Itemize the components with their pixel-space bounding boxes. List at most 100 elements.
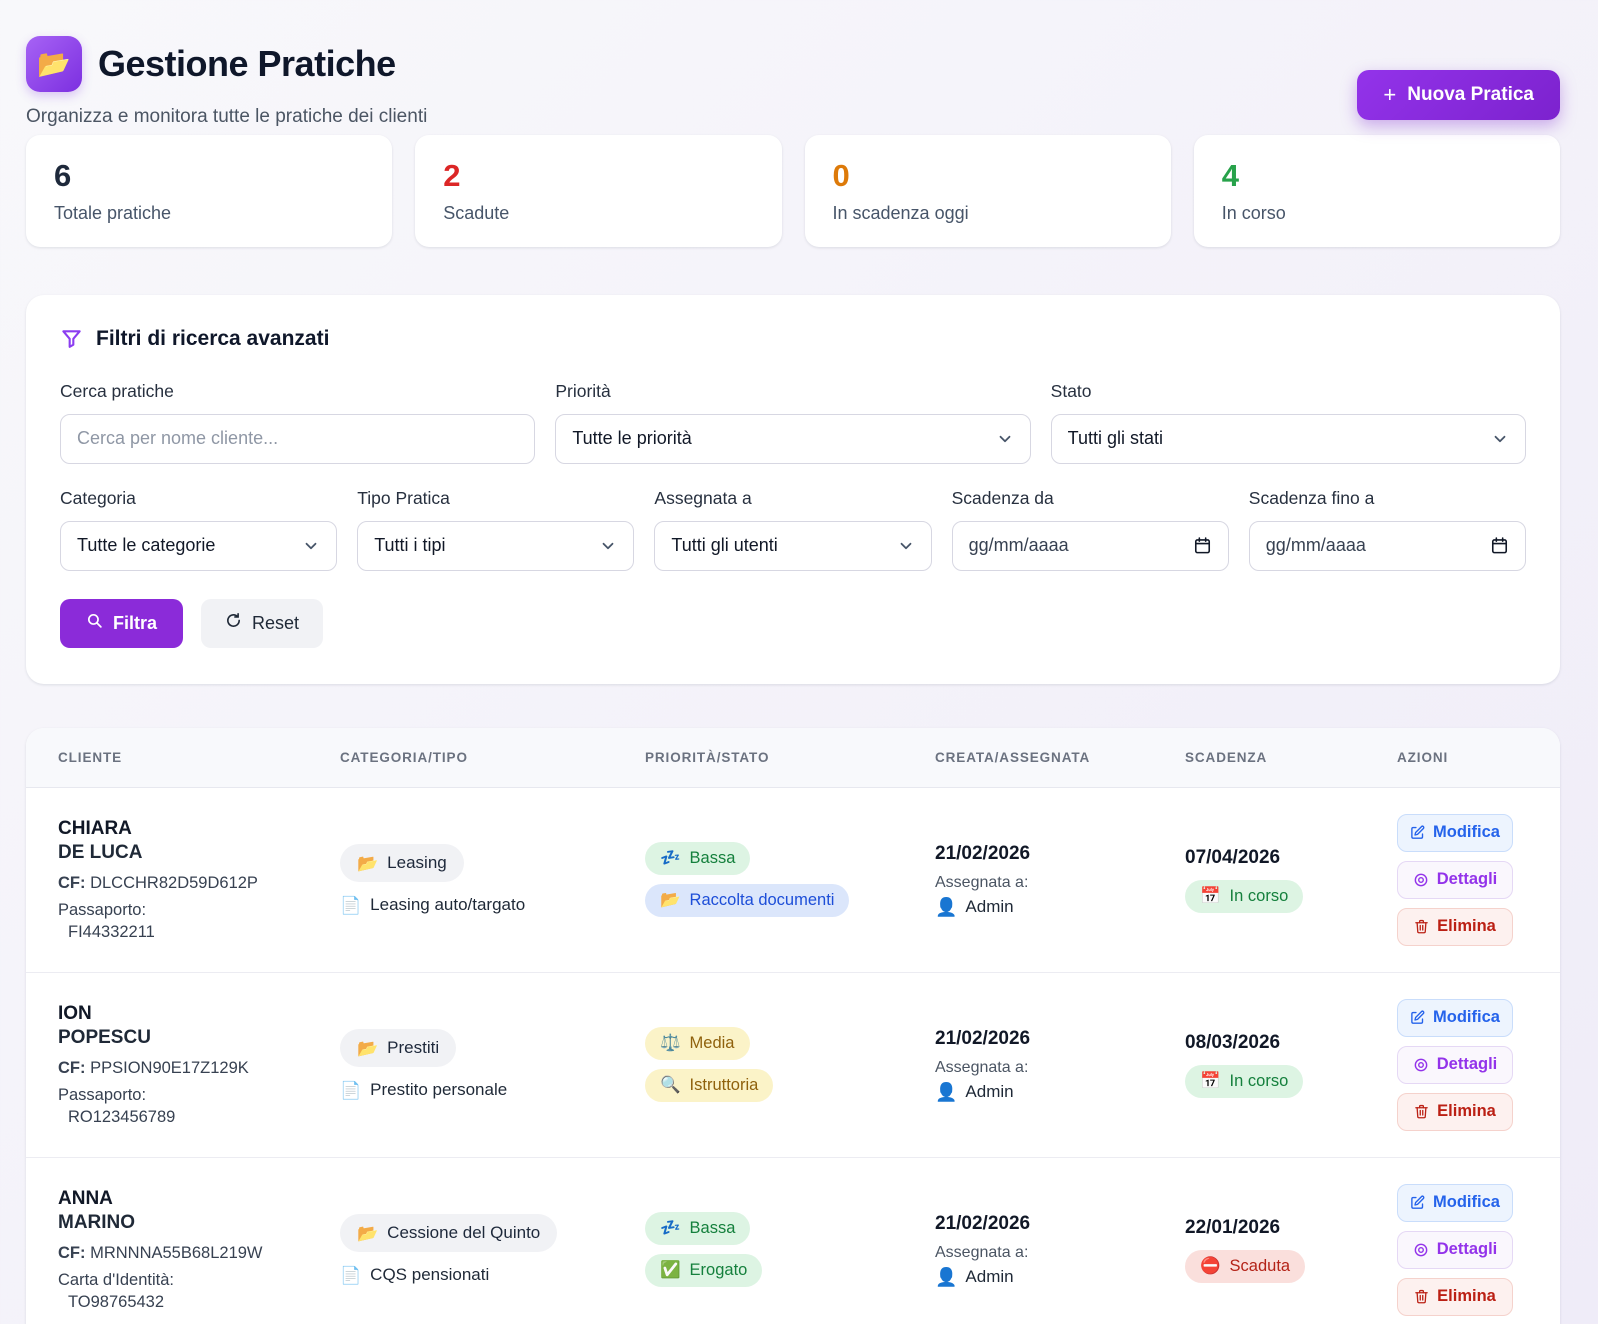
category-label: Cessione del Quinto [387, 1223, 541, 1243]
funnel-icon [60, 327, 83, 350]
no-entry-icon: ⛔ [1200, 1256, 1221, 1275]
cf-value: DLCCHR82D59D612P [90, 873, 258, 892]
col-categoria-tipo: CATEGORIA/TIPO [340, 749, 468, 765]
details-button[interactable]: Dettagli [1397, 860, 1513, 899]
stat-due-today-label: In scadenza oggi [832, 202, 969, 223]
assignee-label: Assegnata a [654, 487, 752, 508]
edit-button[interactable]: Modifica [1397, 998, 1513, 1037]
filters-title: Filtri di ricerca avanzati [96, 326, 330, 350]
due-status-label: In corso [1229, 886, 1289, 905]
assignee-name: Admin [965, 1266, 1014, 1286]
filter-button-label: Filtra [113, 612, 158, 633]
status-select-value: Tutti gli stati [1067, 428, 1164, 449]
due-date: 07/04/2026 [1185, 846, 1281, 868]
date-from-input[interactable]: gg/mm/aaaa [951, 520, 1229, 571]
status-label: Stato [1050, 380, 1092, 401]
delete-label: Elimina [1437, 1287, 1496, 1306]
client-last-name: POPESCU [58, 1026, 151, 1048]
edit-button[interactable]: Modifica [1397, 1183, 1513, 1222]
status-badge: 🔍 Istruttoria [645, 1069, 774, 1103]
cf-label: CF: [58, 1058, 86, 1077]
edit-icon [1410, 825, 1425, 840]
magnifier-icon: 🔍 [660, 1076, 681, 1095]
pratiche-table: CLIENTE CATEGORIA/TIPO PRIORITÀ/STATO CR… [26, 727, 1560, 1324]
details-label: Dettagli [1436, 1055, 1498, 1074]
stat-due-today-value: 0 [832, 158, 850, 193]
new-pratica-button[interactable]: + Nuova Pratica [1357, 70, 1560, 120]
chevron-down-icon [302, 537, 320, 555]
priority-select[interactable]: Tutte le priorità [555, 413, 1031, 464]
status-select[interactable]: Tutti gli stati [1050, 413, 1526, 464]
check-icon: ✅ [660, 1261, 681, 1280]
type-select[interactable]: Tutti i tipi [357, 520, 635, 571]
document-icon: 📄 [340, 1080, 362, 1100]
category-label: Prestiti [387, 1038, 440, 1058]
category-label: Leasing [387, 853, 447, 873]
col-cliente: CLIENTE [58, 749, 123, 765]
reset-button[interactable]: Reset [201, 598, 324, 648]
filter-button[interactable]: Filtra [60, 598, 184, 648]
category-select-value: Tutte le categorie [77, 535, 216, 556]
calendar-icon: 📅 [1200, 886, 1221, 905]
priority-badge: 💤 Bassa [645, 842, 751, 876]
doc-label: Carta d'Identità: [58, 1270, 174, 1289]
date-from-value: gg/mm/aaaa [968, 535, 1069, 556]
stat-in-progress-label: In corso [1221, 202, 1286, 223]
calendar-icon[interactable] [1490, 536, 1509, 555]
stat-total-value: 6 [54, 158, 72, 193]
status-label: Raccolta documenti [689, 891, 835, 910]
edit-label: Modifica [1433, 1193, 1500, 1212]
due-date: 08/03/2026 [1185, 1031, 1281, 1053]
reset-button-label: Reset [252, 612, 300, 633]
table-header-row: CLIENTE CATEGORIA/TIPO PRIORITÀ/STATO CR… [26, 727, 1560, 788]
edit-button[interactable]: Modifica [1397, 813, 1513, 852]
details-label: Dettagli [1436, 1240, 1498, 1259]
col-azioni: AZIONI [1397, 749, 1449, 765]
details-button[interactable]: Dettagli [1397, 1045, 1513, 1084]
assignee-select-value: Tutti gli utenti [671, 535, 778, 556]
stat-expired-value: 2 [443, 158, 461, 193]
details-label: Dettagli [1436, 870, 1498, 889]
category-badge: 📂 Leasing [340, 844, 464, 883]
category-select[interactable]: Tutte le categorie [60, 520, 338, 571]
calendar-icon[interactable] [1193, 536, 1212, 555]
trash-icon [1414, 1104, 1429, 1119]
client-first-name: CHIARA [58, 817, 132, 839]
due-status-badge: 📅 In corso [1185, 879, 1304, 913]
user-icon: 👤 [935, 1266, 958, 1287]
user-icon: 👤 [935, 896, 958, 917]
edit-label: Modifica [1433, 823, 1500, 842]
stats-row: 6 Totale pratiche 2 Scadute 0 In scadenz… [26, 135, 1560, 247]
reset-icon [225, 612, 242, 634]
priority-label: Media [689, 1034, 735, 1053]
delete-button[interactable]: Elimina [1397, 907, 1513, 946]
table-row: CHIARA DE LUCA CF: DLCCHR82D59D612P Pass… [26, 788, 1560, 973]
doc-number: TO98765432 [68, 1292, 165, 1311]
date-to-input[interactable]: gg/mm/aaaa [1248, 520, 1526, 571]
delete-button[interactable]: Elimina [1397, 1277, 1513, 1316]
client-last-name: MARINO [58, 1211, 136, 1233]
assignee-select[interactable]: Tutti gli utenti [654, 520, 932, 571]
stat-card-in-progress: 4 In corso [1193, 135, 1560, 247]
doc-label: Passaporto: [58, 1085, 147, 1104]
page-header: 📂 Gestione Pratiche Organizza e monitora… [26, 36, 1560, 128]
status-badge: 📂 Raccolta documenti [645, 884, 850, 918]
created-date: 21/02/2026 [935, 1027, 1031, 1049]
status-badge: ✅ Erogato [645, 1254, 763, 1288]
table-row: ION POPESCU CF: PPSION90E17Z129K Passapo… [26, 973, 1560, 1158]
details-button[interactable]: Dettagli [1397, 1230, 1513, 1269]
stat-card-total: 6 Totale pratiche [26, 135, 393, 247]
search-icon [86, 612, 103, 634]
eye-icon [1413, 1057, 1429, 1073]
chevron-down-icon [996, 430, 1014, 448]
page-subtitle: Organizza e monitora tutte le pratiche d… [26, 106, 428, 127]
chevron-down-icon [1491, 430, 1509, 448]
cf-value: PPSION90E17Z129K [90, 1058, 249, 1077]
category-badge: 📂 Prestiti [340, 1029, 457, 1068]
delete-button[interactable]: Elimina [1397, 1092, 1513, 1131]
edit-icon [1410, 1010, 1425, 1025]
folder-icon: 📂 [357, 853, 379, 873]
search-input[interactable] [77, 428, 519, 450]
priority-badge: ⚖️ Media [645, 1027, 750, 1061]
plus-icon: + [1383, 82, 1397, 107]
